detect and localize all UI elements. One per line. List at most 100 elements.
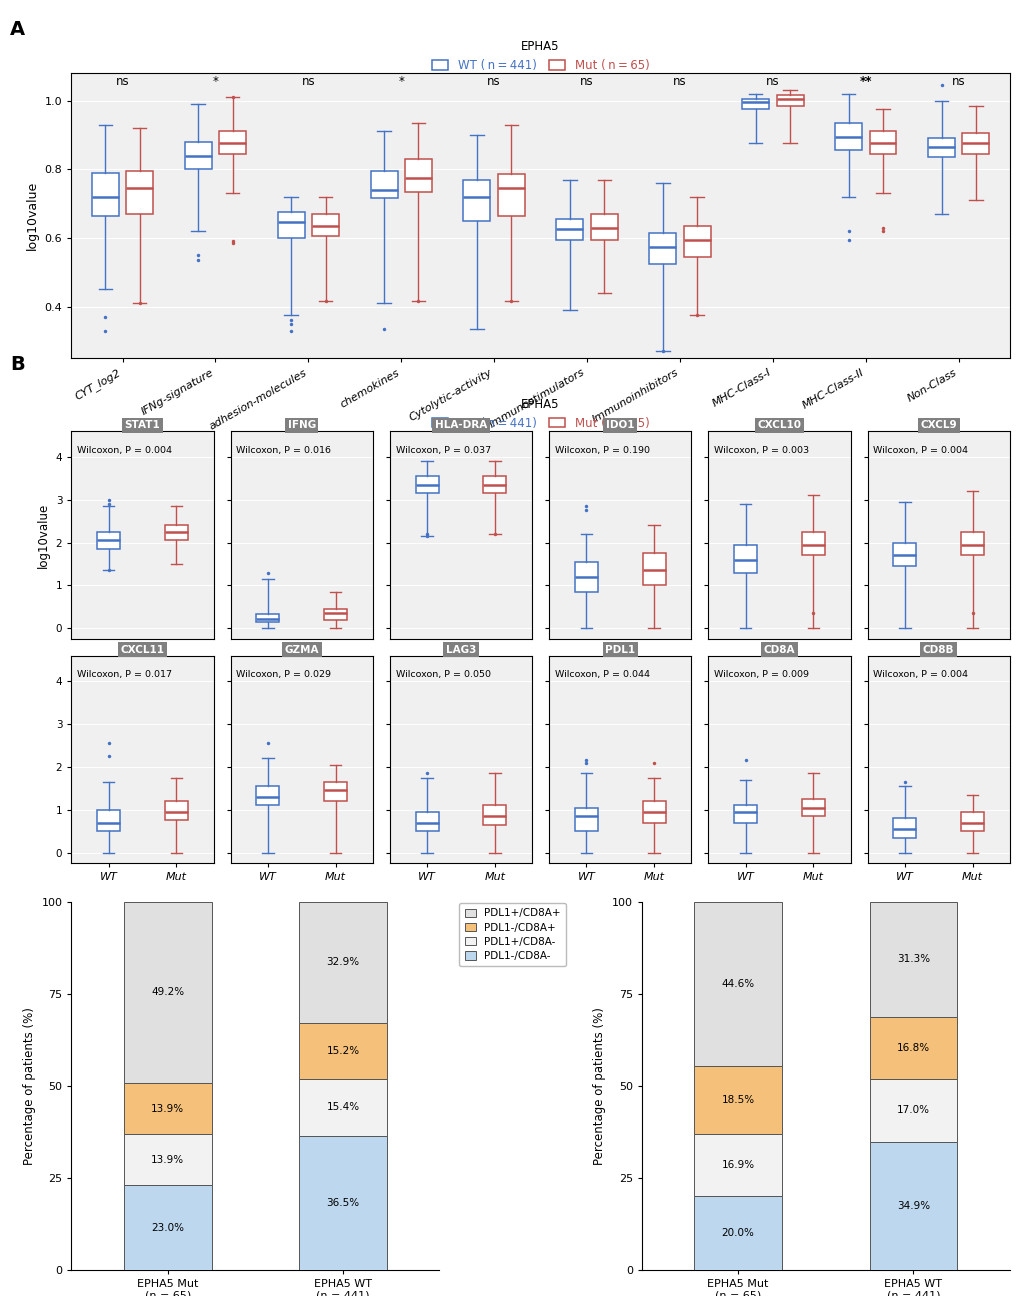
Text: 44.6%: 44.6%	[720, 978, 754, 989]
Text: 16.8%: 16.8%	[896, 1043, 929, 1052]
Text: ns: ns	[673, 75, 686, 88]
Text: Wilcoxon, P = 0.016: Wilcoxon, P = 0.016	[236, 446, 331, 455]
Bar	[734, 544, 756, 573]
Bar	[893, 818, 915, 837]
Text: 32.9%: 32.9%	[326, 958, 360, 967]
Bar	[299, 1023, 386, 1078]
Bar	[184, 141, 212, 170]
Bar	[590, 214, 618, 240]
Bar	[126, 171, 153, 214]
Text: Wilcoxon, P = 0.004: Wilcoxon, P = 0.004	[77, 446, 172, 455]
Bar	[124, 902, 211, 1083]
Bar	[869, 1017, 956, 1078]
Bar	[483, 476, 505, 494]
Text: ns: ns	[487, 75, 500, 88]
Title: CD8A: CD8A	[763, 644, 795, 654]
Legend: WT ( n = 441), Mut ( n = 65): WT ( n = 441), Mut ( n = 65)	[427, 35, 653, 76]
Bar	[642, 801, 665, 823]
Text: 18.5%: 18.5%	[720, 1095, 754, 1105]
Title: CXCL9: CXCL9	[919, 420, 956, 430]
Bar	[869, 1078, 956, 1142]
Text: *: *	[397, 75, 404, 88]
Bar	[694, 902, 782, 1067]
Text: Wilcoxon, P = 0.017: Wilcoxon, P = 0.017	[77, 670, 172, 679]
Bar	[801, 800, 824, 816]
Text: *: *	[212, 75, 218, 88]
Title: CD8B: CD8B	[922, 644, 954, 654]
Bar	[124, 1134, 211, 1186]
Text: Wilcoxon, P = 0.009: Wilcoxon, P = 0.009	[713, 670, 808, 679]
Text: Wilcoxon, P = 0.050: Wilcoxon, P = 0.050	[395, 670, 490, 679]
Bar	[299, 1078, 386, 1135]
Bar	[642, 553, 665, 586]
Text: 31.3%: 31.3%	[896, 954, 929, 964]
Y-axis label: log10value: log10value	[37, 503, 50, 568]
Text: 17.0%: 17.0%	[896, 1105, 929, 1115]
Bar	[405, 159, 431, 192]
Text: 20.0%: 20.0%	[721, 1229, 754, 1238]
Bar	[256, 614, 279, 622]
Bar	[97, 531, 120, 550]
Title: GZMA: GZMA	[284, 644, 319, 654]
Text: A: A	[10, 19, 25, 39]
Bar	[299, 1135, 386, 1270]
Bar	[124, 1083, 211, 1134]
Bar	[801, 531, 824, 556]
Bar	[97, 810, 120, 831]
Bar	[649, 233, 676, 263]
Title: STAT1: STAT1	[124, 420, 160, 430]
Bar	[575, 561, 597, 592]
Text: Wilcoxon, P = 0.044: Wilcoxon, P = 0.044	[554, 670, 649, 679]
Text: B: B	[10, 355, 25, 375]
Text: 34.9%: 34.9%	[896, 1201, 929, 1210]
Bar	[219, 131, 246, 154]
Bar	[869, 902, 956, 1017]
Bar	[165, 801, 187, 820]
Bar	[734, 805, 756, 823]
Text: Wilcoxon, P = 0.004: Wilcoxon, P = 0.004	[872, 446, 967, 455]
Title: PDL1: PDL1	[604, 644, 635, 654]
Text: 15.2%: 15.2%	[326, 1046, 360, 1056]
Bar	[694, 1196, 782, 1270]
Bar	[299, 902, 386, 1023]
Text: 23.0%: 23.0%	[151, 1222, 184, 1232]
Y-axis label: log10value: log10value	[26, 181, 39, 250]
Text: **: **	[859, 75, 871, 88]
Text: Wilcoxon, P = 0.003: Wilcoxon, P = 0.003	[713, 446, 808, 455]
Bar	[415, 811, 438, 831]
Title: IFNG: IFNG	[287, 420, 316, 430]
Y-axis label: Percentage of patients (%): Percentage of patients (%)	[22, 1007, 36, 1165]
Text: 15.4%: 15.4%	[326, 1103, 360, 1112]
Bar	[960, 811, 983, 831]
Bar	[775, 96, 803, 106]
Text: 49.2%: 49.2%	[151, 988, 184, 998]
Text: ns: ns	[115, 75, 129, 88]
Text: ns: ns	[580, 75, 593, 88]
Bar	[683, 226, 710, 257]
Bar	[165, 525, 187, 540]
Bar	[575, 807, 597, 831]
Y-axis label: Percentage of patients (%): Percentage of patients (%)	[593, 1007, 605, 1165]
Bar	[868, 131, 896, 154]
Bar	[312, 214, 338, 236]
Bar	[483, 805, 505, 824]
Bar	[370, 171, 397, 198]
Bar	[324, 781, 346, 801]
Text: 36.5%: 36.5%	[326, 1198, 360, 1208]
Text: Wilcoxon, P = 0.037: Wilcoxon, P = 0.037	[395, 446, 490, 455]
Bar	[962, 133, 988, 154]
Title: HLA-DRA: HLA-DRA	[434, 420, 487, 430]
Text: 13.9%: 13.9%	[151, 1104, 184, 1113]
Title: CXCL10: CXCL10	[757, 420, 801, 430]
Bar	[256, 787, 279, 805]
Bar	[694, 1134, 782, 1196]
Bar	[555, 219, 583, 240]
Text: 13.9%: 13.9%	[151, 1155, 184, 1165]
Text: Wilcoxon, P = 0.190: Wilcoxon, P = 0.190	[554, 446, 649, 455]
Text: ns: ns	[302, 75, 315, 88]
Text: Wilcoxon, P = 0.004: Wilcoxon, P = 0.004	[872, 670, 967, 679]
Bar	[463, 180, 490, 220]
Legend: PDL1+/CD8A+, PDL1-/CD8A+, PDL1+/CD8A-, PDL1-/CD8A-: PDL1+/CD8A+, PDL1-/CD8A+, PDL1+/CD8A-, P…	[459, 903, 566, 966]
Text: ns: ns	[765, 75, 779, 88]
Legend: WT ( n = 441), Mut ( n = 65): WT ( n = 441), Mut ( n = 65)	[427, 393, 653, 434]
